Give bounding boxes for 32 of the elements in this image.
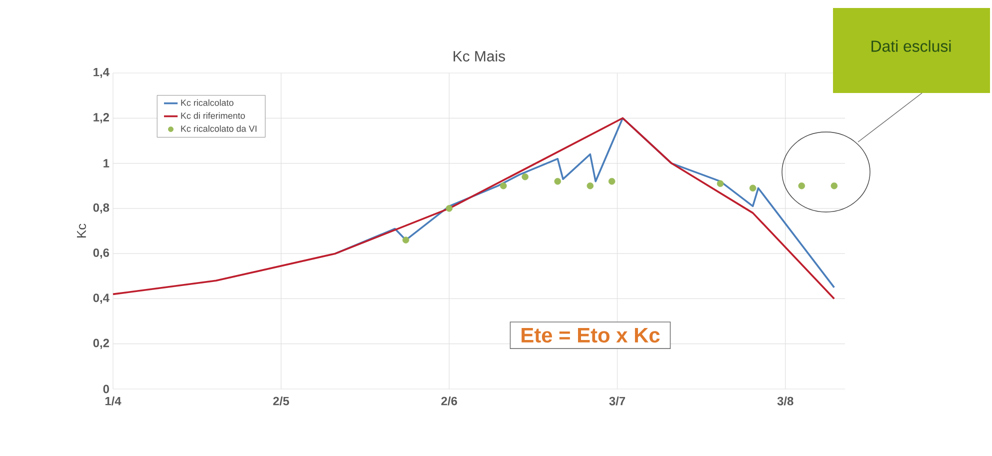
point [830,182,838,190]
legend-label: Kc ricalcolato [181,99,234,106]
y-tick-label: 1 [104,159,110,168]
legend-label: Kc ricalcolato da VI [181,125,256,132]
x-tick-label: 1/4 [105,396,122,406]
chart-title: Kc Mais [454,50,506,62]
y-tick-label: 0,8 [93,203,110,214]
y-tick-label: 0,2 [93,338,110,349]
annotation: Ete = Eto x Kc [522,328,660,343]
y-tick-label: 0,4 [93,294,110,304]
point [586,182,594,190]
text: Dati esclusi [872,40,951,52]
x-tick-label: 2/6 [441,396,458,406]
point [716,180,724,187]
y-axis-title: Kc [76,224,86,238]
point [500,182,507,190]
point [402,236,410,244]
legend-label: Kc di riferimento [181,112,245,119]
x-tick-label: 3/8 [777,396,794,406]
point [522,173,528,180]
y-tick-label: 1,4 [94,68,110,78]
point [749,184,756,192]
line-series [112,117,836,300]
y-tick-label: 1,2 [94,113,110,124]
x-tick-label: 3/7 [609,396,626,406]
y-tick-label: 0 [103,384,109,394]
point [446,205,453,212]
y-tick-label: 0,6 [93,248,110,259]
point [798,182,806,190]
x-tick-label: 2/5 [273,396,290,406]
point [608,178,616,185]
point [554,178,562,185]
